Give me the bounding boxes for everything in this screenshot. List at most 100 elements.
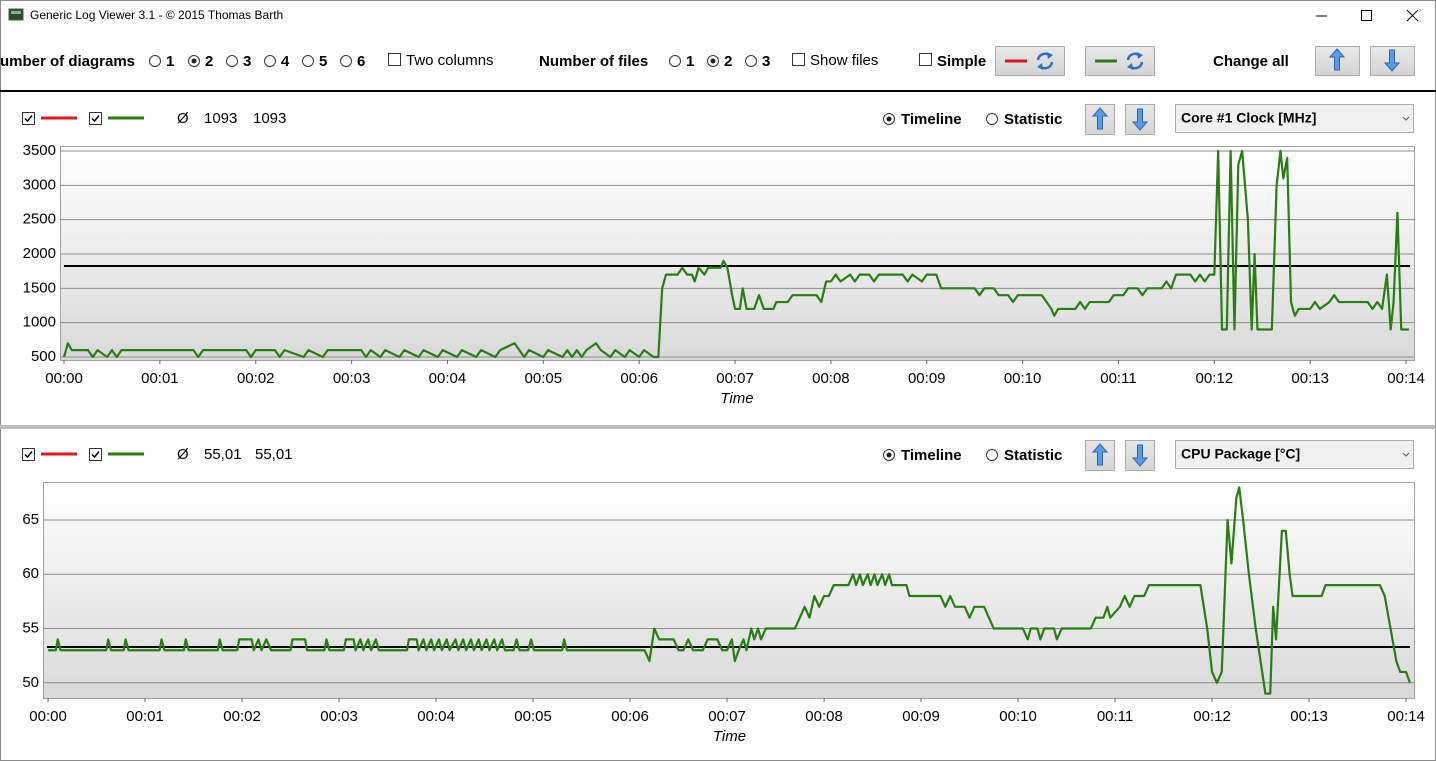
refresh-arrowhead (1127, 52, 1143, 70)
dropdown-chevron (1402, 116, 1410, 121)
file-count-label: 2 (724, 53, 732, 70)
series-visible-checkbox[interactable] (89, 112, 102, 125)
down-arrow-icon (1383, 49, 1401, 72)
y-tick-label: 3000 (23, 176, 56, 193)
window-title: Generic Log Viewer 3.1 - © 2015 Thomas B… (30, 8, 283, 22)
view-mode-radio[interactable] (986, 113, 998, 125)
x-tick-label: 00:01 (126, 708, 164, 725)
x-tick-label: 00:11 (1097, 708, 1133, 725)
series-visible-checkbox[interactable] (22, 112, 35, 125)
diagram-count-radio[interactable] (340, 55, 352, 67)
simple-checkbox[interactable] (919, 53, 932, 66)
y-tick-label: 55 (22, 620, 39, 637)
file-count-label: 3 (762, 53, 770, 70)
diagram-count-radio[interactable] (264, 55, 276, 67)
series-visible-checkbox[interactable] (89, 448, 102, 461)
x-tick-label: 00:13 (1290, 708, 1328, 725)
files-label: Number of files (539, 53, 648, 70)
diagram-count-label: 5 (319, 53, 327, 70)
x-tick-label: 00:01 (141, 370, 179, 387)
simple-label: Simple (937, 53, 986, 70)
x-tick-label: 00:05 (525, 370, 563, 387)
x-tick-label: 00:02 (223, 708, 261, 725)
y-tick-label: 65 (22, 511, 39, 528)
view-mode-label: Timeline (901, 111, 962, 128)
x-tick-label: 00:00 (29, 708, 67, 725)
average-value: 55,01 (204, 446, 242, 463)
x-tick-label: 00:12 (1193, 708, 1231, 725)
x-tick-label: 00:08 (812, 370, 850, 387)
show-files-checkbox[interactable] (792, 53, 805, 66)
up-arrow-icon (1091, 107, 1109, 130)
diagram-count-radio[interactable] (226, 55, 238, 67)
panel-separator (0, 425, 1436, 429)
x-tick-label: 00:06 (611, 708, 649, 725)
data-line (62, 149, 1409, 359)
y-tick-label: 2500 (23, 211, 56, 228)
x-tick-label: 00:00 (45, 370, 83, 387)
x-tick-label: 00:14 (1387, 370, 1425, 387)
file-count-radio[interactable] (745, 55, 757, 67)
series-visible-checkbox-mark (24, 115, 33, 123)
down-arrow-icon (1131, 108, 1149, 131)
channel-dropdown-label: Core #1 Clock [MHz] (1181, 110, 1316, 126)
up-arrow-icon (1091, 443, 1109, 466)
diagrams-label: umber of diagrams (0, 53, 135, 70)
average-symbol: Ø (177, 110, 189, 127)
refresh-arrowhead (1037, 52, 1053, 70)
x-tick-label: 00:11 (1100, 370, 1136, 387)
app-icon-detail (11, 11, 21, 14)
two-columns-label: Two columns (406, 52, 494, 69)
view-mode-radio[interactable] (986, 449, 998, 461)
average-symbol: Ø (177, 446, 189, 463)
diagram-count-radio[interactable] (302, 55, 314, 67)
diagram-count-radio-dot (191, 58, 197, 64)
x-tick-label: 00:04 (429, 370, 467, 387)
x-tick-label: 00:05 (514, 708, 552, 725)
change-all-label: Change all (1213, 53, 1289, 70)
channel-dropdown-label: CPU Package [°C] (1181, 446, 1300, 462)
average-value: 1093 (253, 110, 286, 127)
x-tick-label: 00:10 (999, 708, 1037, 725)
file-count-radio[interactable] (669, 55, 681, 67)
x-tick-label: 00:13 (1291, 370, 1329, 387)
app-icon (8, 8, 24, 21)
x-tick-label: 00:06 (620, 370, 658, 387)
x-tick-label: 00:09 (902, 708, 940, 725)
diagram-count-label: 3 (243, 53, 251, 70)
x-tick-label: 00:09 (908, 370, 946, 387)
series-visible-checkbox-mark (24, 451, 33, 459)
y-tick-label: 1500 (23, 279, 56, 296)
diagram-count-radio[interactable] (149, 55, 161, 67)
x-tick-label: 00:04 (417, 708, 455, 725)
x-tick-label: 00:14 (1387, 708, 1425, 725)
file-count-radio-dot (710, 58, 716, 64)
y-tick-label: 500 (31, 348, 56, 365)
average-value: 55,01 (255, 446, 293, 463)
down-arrow-icon (1131, 444, 1149, 467)
maximize-button[interactable] (1361, 10, 1372, 21)
view-mode-label: Timeline (901, 447, 962, 464)
channel-dropdown[interactable] (1175, 104, 1414, 133)
channel-dropdown[interactable] (1175, 440, 1414, 469)
y-tick-label: 50 (22, 674, 39, 691)
x-tick-label: 00:10 (1004, 370, 1042, 387)
x-tick-label: 00:02 (237, 370, 275, 387)
series-visible-checkbox[interactable] (22, 448, 35, 461)
view-mode-label: Statistic (1004, 447, 1062, 464)
y-tick-label: 3500 (23, 142, 56, 159)
close-button[interactable] (1406, 9, 1419, 22)
x-tick-label: 00:07 (716, 370, 754, 387)
show-files-label: Show files (810, 52, 878, 69)
x-axis-label: Time (720, 390, 753, 407)
two-columns-checkbox[interactable] (388, 53, 401, 66)
x-tick-label: 00:03 (333, 370, 371, 387)
view-mode-radio-dot (886, 452, 892, 458)
series-visible-checkbox-mark (91, 115, 100, 123)
plot-area (43, 482, 1415, 699)
y-tick-label: 60 (22, 565, 39, 582)
y-tick-label: 1000 (23, 314, 56, 331)
x-tick-label: 00:03 (320, 708, 358, 725)
